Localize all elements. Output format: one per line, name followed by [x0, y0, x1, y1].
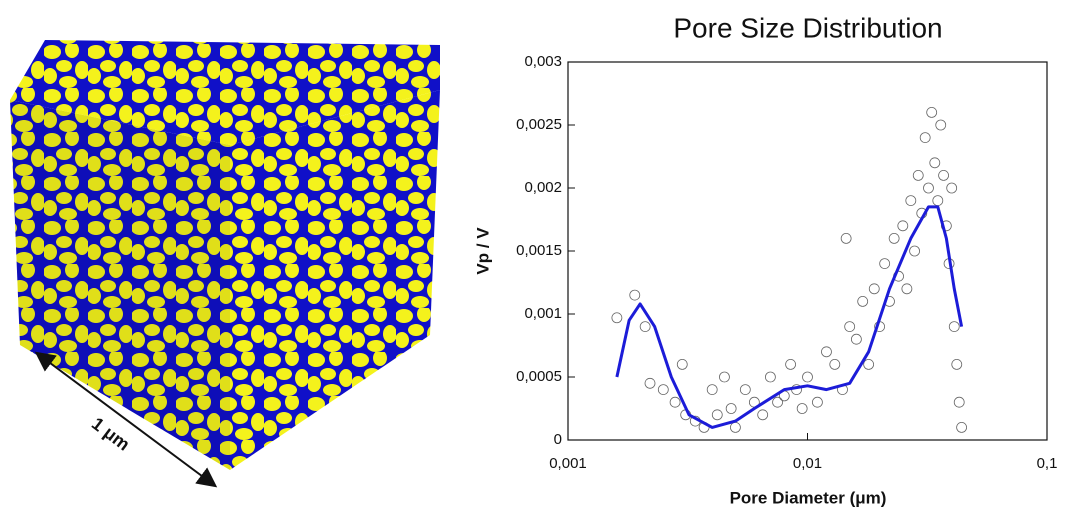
- scatter-point: [772, 396, 783, 408]
- scatter-point: [868, 283, 880, 295]
- scatter-point: [951, 358, 963, 370]
- scatter-point: [706, 384, 718, 396]
- scatter-point: [946, 182, 958, 194]
- scatter-point: [730, 421, 741, 433]
- scatter-point: [796, 403, 808, 414]
- scatter-point: [935, 119, 947, 131]
- scatter-point: [850, 333, 862, 345]
- fit-line: [615, 205, 964, 429]
- x-tick-label: 0,001: [549, 455, 587, 472]
- scatter-point: [912, 169, 924, 181]
- scatter-point: [644, 377, 656, 389]
- scatter-point: [802, 371, 813, 383]
- scatter-point: [923, 182, 934, 194]
- scatter-point: [676, 358, 688, 370]
- scatter-point: [932, 195, 944, 207]
- scatter-point: [765, 371, 776, 383]
- scatter-point: [725, 403, 737, 414]
- scatter-point: [739, 384, 751, 396]
- scatter-point: [719, 371, 730, 383]
- scatter-point: [757, 409, 769, 421]
- y-axis-label: Vp / V: [473, 227, 492, 275]
- scatter-point: [629, 289, 641, 301]
- scale-arrow: [34, 351, 218, 488]
- x-tick-label: 0,1: [1037, 455, 1058, 472]
- scatter-point: [956, 421, 968, 433]
- scatter-point: [857, 295, 869, 307]
- y-tick-label: 0: [554, 431, 562, 448]
- scatter-point: [829, 358, 841, 370]
- scatter-point: [657, 384, 669, 396]
- scatter-point: [926, 107, 938, 118]
- scatter-point: [938, 169, 949, 181]
- y-tick-label: 0,0025: [516, 116, 562, 133]
- scatter-point: [711, 409, 723, 421]
- x-tick-label: 0,01: [793, 455, 822, 472]
- scatter-point: [879, 258, 891, 270]
- y-tick-label: 0,001: [524, 305, 562, 322]
- y-tick-label: 0,002: [524, 179, 562, 196]
- scatter-point: [844, 321, 856, 333]
- y-tick-label: 0,003: [524, 53, 562, 70]
- scatter-point: [905, 195, 917, 207]
- scatter-point: [639, 321, 651, 333]
- y-tick-label: 0,0005: [516, 368, 562, 385]
- scatter-point: [940, 220, 952, 232]
- scatter-point: [821, 346, 832, 358]
- scatter-point: [812, 396, 823, 408]
- scatter-point: [840, 232, 852, 244]
- scatter-point: [785, 358, 796, 370]
- scatter-point: [888, 232, 900, 244]
- scatter-point: [909, 245, 920, 257]
- scatter-point: [669, 396, 681, 408]
- scatter-point: [929, 157, 941, 169]
- x-axis-label: Pore Diameter (μm): [730, 488, 887, 507]
- scatter-point: [611, 312, 623, 324]
- scatter-point: [897, 220, 909, 232]
- chart-title: Pore Size Distribution: [673, 12, 942, 43]
- scatter-point: [919, 132, 931, 144]
- scatter-point: [901, 283, 913, 295]
- scatter-point: [948, 321, 960, 333]
- scatter-point: [863, 358, 875, 370]
- plot-frame: [567, 61, 1048, 441]
- y-tick-label: 0,0015: [516, 242, 562, 259]
- scatter-point: [953, 396, 965, 408]
- cube-image: [10, 40, 440, 470]
